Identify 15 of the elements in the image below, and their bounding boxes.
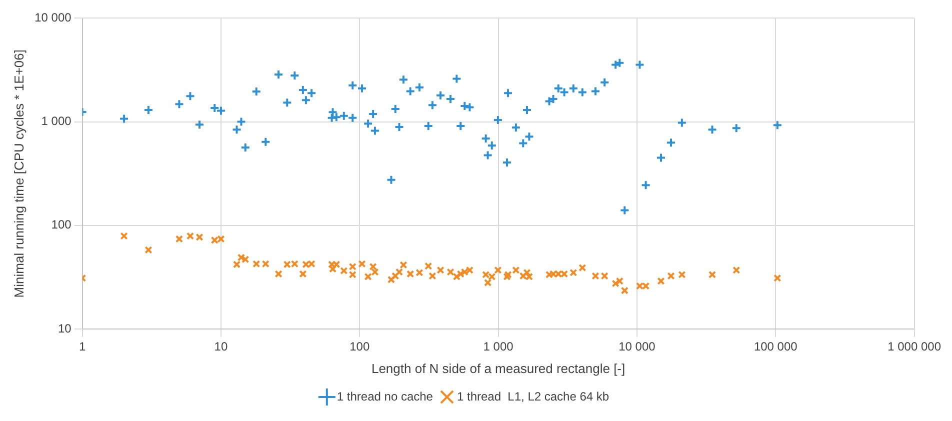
x-tick-label: 1 000 000	[888, 340, 942, 354]
y-tick-label: 10	[58, 321, 72, 336]
x-tick-label: 1	[78, 340, 86, 354]
x-tick-label: 1 000	[483, 340, 514, 354]
x-tick-label: 100 000	[754, 340, 798, 354]
y-tick-label: 100	[51, 218, 72, 232]
legend-label: 1 thread L1, L2 cache 64 kb	[456, 389, 610, 404]
x-tick-label: 10	[214, 340, 228, 354]
x-tick-label: 100	[350, 340, 370, 354]
x-tick-label: 10 000	[618, 340, 656, 354]
y-axis-title: Minimal running time [CPU cycles * 1E+06]	[11, 50, 26, 298]
legend-label: 1 thread no cache	[336, 389, 434, 404]
x-axis-title: Length of N side of a measured rectangle [-]	[371, 360, 626, 376]
y-tick-label: 1 000	[41, 114, 72, 128]
y-tick-label: 10 000	[34, 10, 72, 25]
